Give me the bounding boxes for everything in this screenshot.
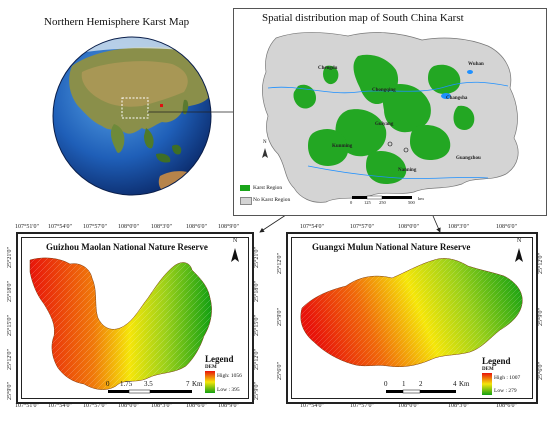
china-scale-0: 0 [350,200,353,205]
study-area-box [121,97,149,119]
china-scale-unit: km [418,196,424,201]
guangxi-top-tick: 107°57'0" [350,224,374,230]
guangxi-scale-0: 0 [384,380,388,388]
guangxi-left-tick: 25°12'0" [277,253,283,274]
city-label-changsha: Changsha [446,96,468,101]
guangxi-right-tick: 25°6'0" [538,362,544,380]
guizhou-scale-unit: Km [192,380,203,388]
china-north-label: N [263,140,267,145]
city-label-nanning: Nanning [398,168,417,173]
guizhou-right-tick: 25°15'0" [254,315,260,336]
guangxi-bottom-tick: 108°0'0" [398,403,419,409]
guizhou-left-tick: 25°15'0" [7,315,13,336]
guizhou-legend-high: High: 1056 [217,373,242,379]
guangxi-right-tick: 25°9'0" [538,308,544,326]
guizhou-top-tick: 108°6'0" [186,224,207,230]
guangxi-left-tick: 25°6'0" [277,362,283,380]
guangxi-scale-1: 1 [402,380,406,388]
guizhou-right-tick: 25°21'0" [254,247,260,268]
guizhou-bottom-tick: 108°9'0" [218,403,239,409]
guizhou-right-tick: 25°18'0" [254,281,260,302]
non-karst-legend-label: No Karst Region [253,197,291,203]
guizhou-right-tick: 25°12'0" [254,349,260,370]
guizhou-north-label: N [233,238,238,244]
guizhou-bottom-tick: 107°51'0" [15,403,39,409]
guangxi-bottom-tick: 108°3'0" [448,403,469,409]
guangxi-north-arrow-icon [515,248,523,262]
guangxi-bottom-tick: 107°57'0" [350,403,374,409]
guizhou-north-arrow-icon [231,248,239,262]
guizhou-legend-title: Legend [205,354,234,364]
guizhou-dem-map [29,257,212,390]
guangxi-dem-ramp [482,373,492,395]
guizhou-bottom-tick: 107°57'0" [83,403,107,409]
guangxi-title: Guangxi Mulun National Nature Reserve [312,242,471,252]
south-china-karst-map [262,32,519,203]
city-label-chongqing: Chongqing [372,88,396,93]
china-map-title: Spatial distribution map of South China … [262,12,464,24]
city-label-guangzhou: Guangzhou [456,156,481,161]
guizhou-top-tick: 107°57'0" [83,224,107,230]
city-label-guiyang: Guiyang [375,122,394,127]
guangxi-top-tick: 107°54'0" [300,224,324,230]
guizhou-top-tick: 108°9'0" [218,224,239,230]
guizhou-scale-175: 1.75 [120,380,133,388]
china-scale-bar [352,195,412,200]
guizhou-bottom-tick: 108°3'0" [151,403,172,409]
guangxi-top-tick: 108°3'0" [448,224,469,230]
guizhou-top-tick: 108°3'0" [151,224,172,230]
guizhou-bottom-tick: 108°6'0" [186,403,207,409]
china-north-arrow-icon [262,148,268,158]
guizhou-left-tick: 25°18'0" [7,281,13,302]
china-scale-250: 250 [379,200,386,205]
city-label-wuhan: Wuhan [468,62,484,67]
northern-hemisphere-globe [52,36,212,196]
china-scale-125: 125 [364,200,371,205]
guangxi-bottom-tick: 107°54'0" [300,403,324,409]
guangxi-scale-unit: Km [459,380,470,388]
guangxi-north-label: N [517,238,522,244]
guangxi-legend-dem: DEM [482,367,494,372]
guizhou-title: Guizhou Maolan National Nature Reserve [46,242,208,252]
guangxi-right-tick: 25°12'0" [538,253,544,274]
guangxi-scale-2: 2 [419,380,423,388]
guizhou-top-tick: 107°54'0" [48,224,72,230]
guangxi-frame-outer [286,232,538,404]
guizhou-bottom-tick: 108°0'0" [118,403,139,409]
guizhou-top-tick: 108°0'0" [118,224,139,230]
guangxi-bottom-tick: 108°6'0" [496,403,517,409]
guizhou-legend-low: Low : 395 [217,387,240,393]
guangxi-top-tick: 108°6'0" [496,224,517,230]
guizhou-left-tick: 25°12'0" [7,349,13,370]
guizhou-scale-35: 3.5 [144,380,153,388]
guizhou-scale-0: 0 [106,380,110,388]
china-scale-500: 500 [408,200,415,205]
non-karst-legend-swatch [240,197,252,205]
guizhou-right-tick: 25°9'0" [254,382,260,400]
karst-legend-label: Karst Region [253,185,283,191]
guizhou-left-tick: 25°21'0" [7,247,13,268]
guizhou-left-tick: 25°9'0" [7,382,13,400]
city-label-kunming: Kunming [332,144,353,149]
guangxi-left-tick: 25°9'0" [277,308,283,326]
city-label-chengdu: Chengdu [318,66,338,71]
guangxi-legend-title: Legend [482,356,511,366]
guangxi-scale-bar [386,389,456,394]
karst-legend-swatch [240,185,250,191]
guizhou-legend-dem: DEM [205,365,217,370]
guizhou-frame-inner [21,237,249,399]
guizhou-dem-ramp [205,371,215,393]
guangxi-legend-high: High : 1007 [494,375,521,381]
guangxi-scale-4: 4 [453,380,457,388]
guizhou-scale-bar [108,389,192,394]
guangxi-dem-map [300,258,523,367]
guizhou-frame-outer [16,232,254,404]
globe-title: Northern Hemisphere Karst Map [44,16,190,28]
guizhou-scale-7: 7 [186,380,190,388]
guizhou-bottom-tick: 107°54'0" [48,403,72,409]
guangxi-legend-low: Low : 279 [494,388,517,394]
guangxi-top-tick: 108°0'0" [398,224,419,230]
guangxi-frame-inner [291,237,533,399]
guizhou-top-tick: 107°51'0" [15,224,39,230]
